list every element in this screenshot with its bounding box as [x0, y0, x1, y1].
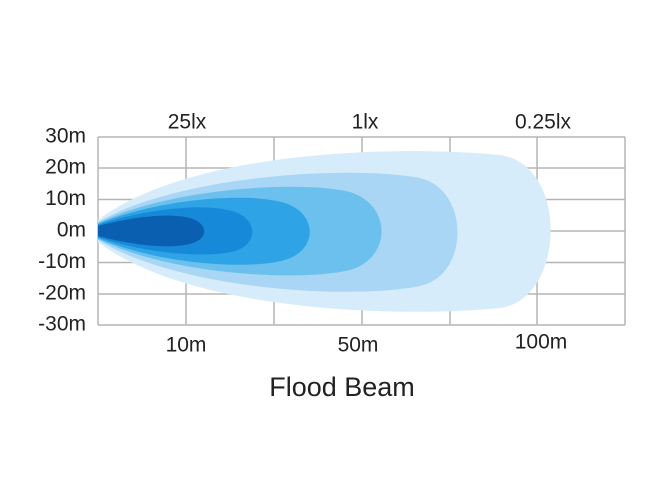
beam	[98, 151, 551, 312]
y-label: -30m	[38, 313, 86, 336]
distance-label: 10m	[166, 334, 207, 357]
y-labels: 30m 20m 10m 0m -10m -20m -30m	[38, 125, 86, 336]
lux-label: 25lx	[168, 111, 207, 134]
distance-label: 100m	[515, 331, 568, 354]
title: Flood Beam	[269, 372, 415, 402]
beam-zone	[98, 215, 205, 247]
distance-label: 50m	[338, 334, 379, 357]
y-label: 30m	[45, 125, 86, 148]
y-label: -10m	[38, 250, 86, 273]
lux-labels: 25lx 1lx 0.25lx	[168, 111, 572, 134]
lux-label: 0.25lx	[515, 111, 572, 134]
y-label: -20m	[38, 282, 86, 305]
y-label: 10m	[45, 187, 86, 210]
distance-labels: 10m 50m 100m	[166, 331, 568, 357]
y-label: 0m	[57, 219, 86, 242]
lux-label: 1lx	[352, 111, 379, 134]
y-label: 20m	[45, 156, 86, 179]
